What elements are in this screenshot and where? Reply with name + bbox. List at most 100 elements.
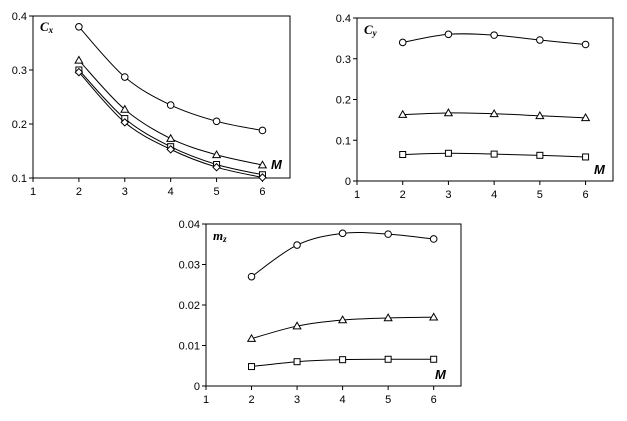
mz-ytick-label: 0.01 [179,341,200,353]
cx-diamond-point [212,162,221,172]
cy-series-square [399,149,590,161]
mz-ytick-label: 0 [194,381,200,393]
cx-ylabel-main: C [40,19,49,34]
cx-plot-frame [32,15,291,179]
cy-circle-point [444,30,453,39]
cx-diamond-point [74,67,84,77]
mz-ytick-label: 0.04 [179,219,200,231]
cy-triangle-point [535,110,545,120]
cy-series-circle [398,30,590,49]
cy-square-point [582,153,590,161]
cy-ytick-label: 0.1 [336,135,351,147]
cx-ytick-label: 0.1 [12,173,27,185]
cy-ytick-label: 0 [345,176,351,188]
cx-series-circle-line [78,26,263,131]
mz-series-square [248,355,438,371]
cx-circle-point [166,101,175,109]
mz-square-point [384,355,392,363]
mz-plot-frame [205,223,462,387]
cy-square-point [490,150,498,158]
mz-square-point [430,355,438,363]
cy-xtick-label: 1 [354,189,360,201]
mz-circle-point [429,235,438,243]
cx-xtick-label: 5 [214,186,220,198]
cx-xtick-label: 2 [76,186,82,198]
cx-ytick-label: 0.4 [12,11,27,23]
mz-triangle-point [383,313,393,322]
mz-series-triangle [246,312,439,342]
cx-triangle-point [211,149,222,159]
cx-series-square [75,66,266,179]
cx-xlabel: M [271,157,283,172]
mz-ylabel-sub: z [222,234,227,244]
cx-triangle-point [257,160,268,169]
cy-xtick-label: 6 [583,189,589,201]
cx-triangle-point [120,104,130,113]
mz-ylabel-main: m [213,228,223,243]
cx-series-diamond-line [78,71,263,178]
cx-xtick-label: 6 [259,186,265,198]
cx-circle-point [258,126,267,135]
mz-xlabel: M [435,367,447,382]
mz-series-circle-line [251,232,434,278]
cy-square-point [399,151,407,159]
mz-ylabel: mz [213,228,227,244]
cy-xtick-label: 5 [537,189,543,201]
mz-circle-point [384,230,392,238]
cy-xtick-label: 2 [400,189,406,201]
cx-diamond-point [120,118,130,127]
mz-square-point [293,358,301,366]
cx-triangle-point [166,133,176,142]
mz-xtick-label: 3 [294,394,300,406]
cy-xtick-label: 3 [445,189,451,201]
cy-triangle-point [398,109,408,118]
mz-xtick-label: 5 [385,394,391,406]
cy-square-point [536,151,544,159]
cx-diamond-point [258,173,267,182]
cy-panel: Cy M 1 2 3 4 5 6 0 0.1 0.2 0.3 0.4 [336,13,614,201]
cy-ytick-label: 0.2 [336,95,351,107]
mz-xtick-label: 1 [203,394,209,406]
cy-xtick-label: 4 [491,189,497,201]
cx-xtick-label: 3 [122,186,128,198]
cx-diamond-point [166,145,175,154]
cx-circle-point [212,117,221,126]
cx-series-circle [75,23,267,135]
cy-square-point [444,149,452,157]
cx-triangle-point [74,55,84,64]
mz-ytick-label: 0.03 [179,260,200,272]
cy-triangle-point [580,113,591,122]
cy-triangle-point [489,108,499,118]
cy-triangle-point [443,108,454,117]
cy-circle-point [490,31,498,39]
cy-circle-point [581,40,590,49]
mz-triangle-point [337,315,348,324]
cy-ylabel-main: C [364,22,373,37]
mz-circle-point [247,272,256,281]
mz-xtick-label: 2 [248,394,254,406]
mz-series-circle [247,229,438,281]
cy-ytick-label: 0.3 [336,54,351,66]
cy-ylabel-sub: y [372,28,378,38]
cx-xtick-label: 4 [168,186,174,198]
cx-ytick-label: 0.3 [12,65,27,77]
mz-circle-point [338,229,347,238]
cy-xlabel: M [594,162,606,177]
cx-ylabel-sub: x [48,25,54,35]
cx-ylabel: Cx [40,19,54,35]
cx-series-triangle [74,55,268,169]
cx-xtick-label: 1 [30,186,36,198]
mz-xtick-label: 6 [431,394,437,406]
mz-square-point [339,356,347,364]
cx-circle-point [120,73,129,81]
mz-panel: mz M 1 2 3 4 5 6 0 0.01 0.02 0.03 0.04 [179,219,462,406]
mz-circle-point [293,241,301,249]
cx-circle-point [75,23,83,31]
cy-circle-point [536,36,544,44]
mz-triangle-point [429,312,439,321]
mz-triangle-point [292,321,302,330]
mz-ytick-label: 0.02 [179,300,200,312]
mz-triangle-point [246,333,257,342]
mz-xtick-label: 4 [340,394,346,406]
